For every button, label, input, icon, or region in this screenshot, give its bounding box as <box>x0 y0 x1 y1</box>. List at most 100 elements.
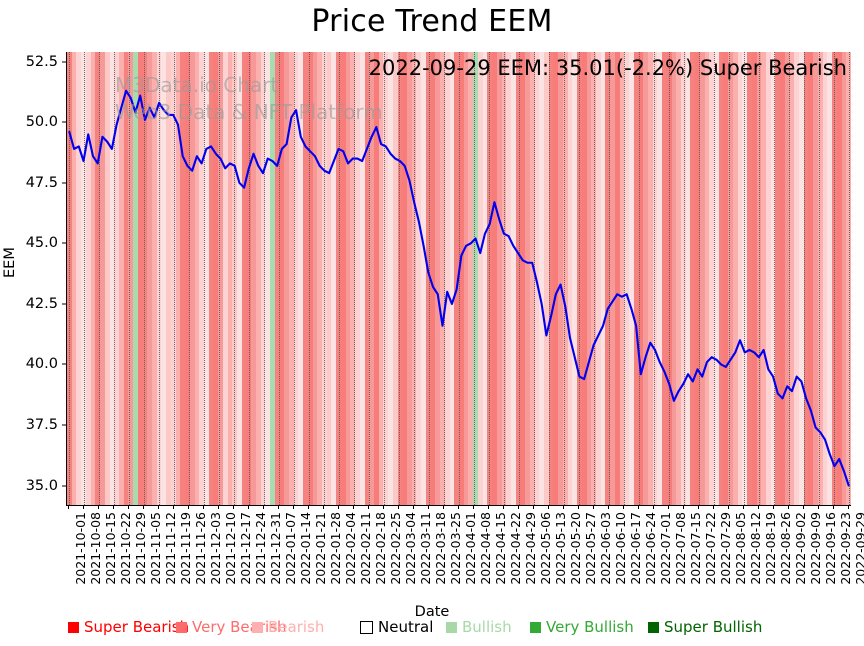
sentiment-band <box>90 52 96 505</box>
sentiment-band <box>416 52 422 505</box>
x-axis-tick-label: 2022-07-29 <box>717 512 733 585</box>
x-axis-tick-labels: 2021-10-01 2021-10-08 2021-10-15 2021-10-22… <box>66 512 864 604</box>
sentiment-band <box>737 52 743 505</box>
x-axis-tick-mark <box>233 505 235 509</box>
gridline <box>129 52 131 505</box>
sentiment-band <box>643 52 649 505</box>
legend-label: Very Bullish <box>546 618 634 636</box>
x-axis-tick-label: 2021-10-01 <box>73 512 89 585</box>
x-axis-tick-mark <box>158 505 160 509</box>
x-axis-tick-mark <box>682 505 684 509</box>
x-axis-tick-label: 2021-11-19 <box>178 512 194 585</box>
gridline <box>99 52 101 505</box>
gridline <box>833 52 835 505</box>
sentiment-band <box>449 52 455 505</box>
x-axis-tick-mark <box>847 505 849 509</box>
legend-item-bearish[interactable]: Bearish <box>252 618 324 636</box>
x-axis-tick-mark <box>368 505 370 509</box>
sentiment-band <box>237 52 243 505</box>
sentiment-band <box>213 52 219 505</box>
x-axis-tick-mark <box>787 505 789 509</box>
sentiment-band <box>260 52 266 505</box>
sentiment-band <box>76 52 82 505</box>
legend-item-very-bullish[interactable]: Very Bullish <box>530 618 634 636</box>
legend-item-super-bullish[interactable]: Super Bullish <box>648 618 762 636</box>
sentiment-band <box>118 52 125 505</box>
sentiment-band <box>595 52 602 505</box>
x-axis-tick-label: 2022-02-18 <box>373 512 389 585</box>
gridline <box>159 52 161 505</box>
gridline <box>249 52 251 505</box>
x-axis-tick-mark <box>727 505 729 509</box>
sentiment-band <box>482 52 488 505</box>
legend-swatch-icon <box>252 621 263 633</box>
sentiment-band <box>704 52 710 505</box>
x-axis-tick-label: 2022-09-16 <box>822 512 838 585</box>
sentiment-band <box>440 52 446 505</box>
x-axis-tick-label: 2022-03-25 <box>448 512 463 585</box>
gridline <box>84 52 86 505</box>
y-axis-tick-mark <box>62 363 66 365</box>
sentiment-band <box>709 52 715 505</box>
sentiment-band <box>624 52 630 505</box>
sentiment-band <box>274 52 281 505</box>
y-axis-tick-mark <box>62 303 66 305</box>
page-title: Price Trend EEM <box>311 4 553 39</box>
x-axis-tick-label: 2022-03-11 <box>418 512 434 585</box>
sentiment-band <box>397 52 403 505</box>
y-axis-tick-label: 47.5 <box>25 174 58 191</box>
sentiment-band <box>515 52 521 505</box>
sentiment-band <box>194 52 200 505</box>
y-axis-tick-labels: 35.0 37.5 40.0 42.5 45.0 47.5 50.0 52.5 <box>0 52 58 505</box>
gridline <box>503 52 505 505</box>
sentiment-band <box>553 52 559 505</box>
x-axis-tick-mark <box>607 505 609 509</box>
x-axis-tick-mark <box>98 505 100 509</box>
legend-item-super-bearish[interactable]: Super Bearish <box>68 618 189 636</box>
x-axis-tick-mark <box>443 505 444 509</box>
sentiment-band <box>435 52 441 505</box>
x-axis-tick-label: 2022-02-25 <box>388 512 404 585</box>
x-axis-tick-label: 2022-01-14 <box>298 512 314 585</box>
x-axis-tick-mark <box>562 505 564 509</box>
sentiment-band <box>610 52 616 505</box>
vertical-gridlines <box>67 52 851 505</box>
y-axis-tick-label: 45.0 <box>25 235 58 252</box>
legend-item-bullish[interactable]: Bullish <box>446 618 512 636</box>
sentiment-band <box>506 52 512 505</box>
x-axis-tick-mark <box>413 505 415 509</box>
gridline <box>623 52 625 505</box>
sentiment-band <box>614 52 621 505</box>
legend-label: Neutral <box>378 618 434 636</box>
sentiment-band <box>487 52 493 505</box>
legend-item-neutral[interactable]: Neutral <box>360 618 433 636</box>
x-axis-tick-label: 2021-10-08 <box>88 512 104 585</box>
sentiment-band <box>166 52 172 505</box>
sentiment-band <box>180 52 186 505</box>
x-axis-tick-label: 2022-05-20 <box>567 512 583 585</box>
gridline <box>324 52 326 505</box>
sentiment-band <box>619 52 625 505</box>
sentiment-band <box>369 52 375 505</box>
x-axis-tick-mark <box>637 505 639 509</box>
x-axis-tick-mark <box>472 505 474 509</box>
x-axis-tick-mark <box>458 505 459 509</box>
legend-label: Bearish <box>268 618 325 636</box>
sentiment-band <box>468 52 474 505</box>
x-axis-tick-label: 2022-07-22 <box>702 512 718 585</box>
x-axis-tick-label: 2021-10-29 <box>133 512 149 585</box>
x-axis-tick-mark <box>398 505 400 509</box>
x-axis-tick-label: 2022-01-21 <box>313 512 329 585</box>
sentiment-band <box>340 52 347 505</box>
sentiment-band <box>392 52 399 505</box>
gridline <box>743 52 745 505</box>
x-axis-tick-label: 2022-08-05 <box>732 512 748 585</box>
x-axis-tick-label: 2022-08-26 <box>777 512 793 585</box>
x-axis-tick-label: 2021-11-12 <box>163 512 179 585</box>
sentiment-band <box>95 52 101 505</box>
sentiment-band <box>203 52 210 505</box>
sentiment-band <box>222 52 229 505</box>
sentiment-band <box>789 52 795 505</box>
gridline <box>369 52 371 505</box>
sentiment-band <box>161 52 167 505</box>
